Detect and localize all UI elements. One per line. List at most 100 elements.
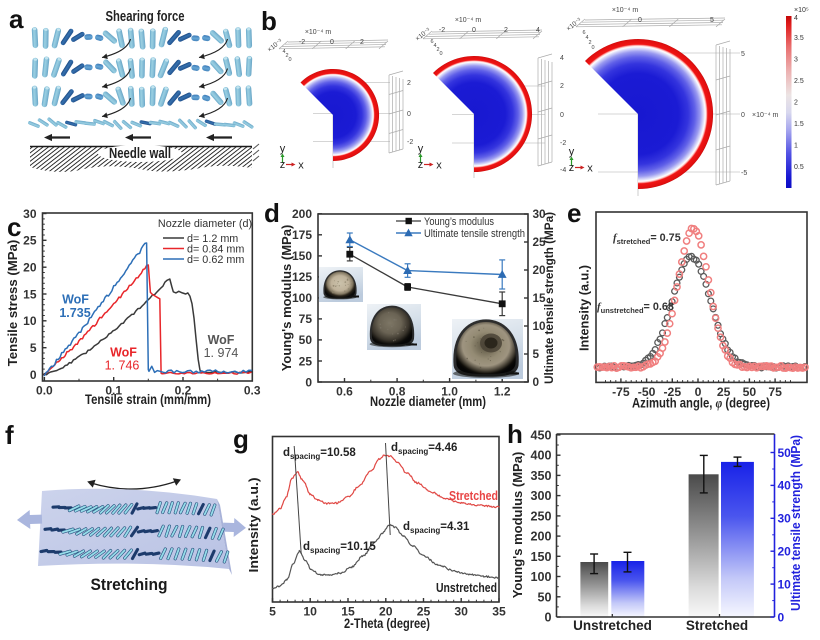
svg-text:0: 0 bbox=[288, 57, 291, 63]
svg-text:-2: -2 bbox=[299, 39, 305, 46]
svg-text:z: z bbox=[280, 159, 286, 171]
svg-text:e: e bbox=[567, 198, 581, 228]
svg-text:Tensile strain (mm/mm): Tensile strain (mm/mm) bbox=[85, 392, 211, 407]
svg-text:10: 10 bbox=[23, 314, 37, 328]
svg-text:20: 20 bbox=[533, 263, 547, 277]
svg-text:30: 30 bbox=[454, 605, 468, 619]
svg-text:0: 0 bbox=[695, 385, 702, 399]
svg-text:z: z bbox=[418, 159, 424, 171]
svg-text:75: 75 bbox=[768, 385, 782, 399]
svg-text:Unstretched: Unstretched bbox=[436, 581, 497, 595]
svg-text:0: 0 bbox=[591, 45, 594, 51]
svg-text:250: 250 bbox=[530, 509, 551, 523]
svg-text:-5: -5 bbox=[741, 170, 747, 177]
svg-text:1.735: 1.735 bbox=[59, 306, 90, 320]
svg-text:450: 450 bbox=[530, 428, 551, 442]
svg-text:5: 5 bbox=[269, 605, 276, 619]
svg-text:2: 2 bbox=[285, 53, 288, 59]
svg-text:1.0: 1.0 bbox=[441, 385, 458, 399]
svg-text:-25: -25 bbox=[663, 385, 681, 399]
svg-text:5: 5 bbox=[533, 347, 540, 361]
svg-text:0: 0 bbox=[778, 610, 785, 624]
svg-text:2: 2 bbox=[794, 100, 798, 107]
svg-text:2.5: 2.5 bbox=[794, 78, 804, 85]
svg-text:Nozzle diameter (mm): Nozzle diameter (mm) bbox=[370, 394, 486, 409]
svg-text:0: 0 bbox=[741, 112, 745, 119]
svg-text:y: y bbox=[280, 143, 286, 155]
svg-text:×10⁵: ×10⁵ bbox=[794, 7, 809, 14]
svg-text:0: 0 bbox=[30, 368, 37, 382]
svg-text:Ultimate tensile strength (MPa: Ultimate tensile strength (MPa) bbox=[789, 435, 803, 611]
svg-text:x: x bbox=[436, 160, 442, 172]
svg-text:Young's modulus (MPa): Young's modulus (MPa) bbox=[279, 225, 294, 372]
svg-text:0: 0 bbox=[472, 27, 476, 34]
svg-text:25: 25 bbox=[23, 234, 37, 248]
svg-text:Young’s modulus: Young’s modulus bbox=[424, 216, 494, 228]
svg-text:0: 0 bbox=[560, 112, 564, 119]
svg-text:Stretched: Stretched bbox=[449, 489, 498, 503]
svg-text:25: 25 bbox=[533, 235, 547, 249]
svg-text:0.0: 0.0 bbox=[36, 384, 53, 398]
svg-text:400: 400 bbox=[530, 449, 551, 463]
svg-text:1.5: 1.5 bbox=[794, 121, 804, 128]
svg-text:2: 2 bbox=[560, 83, 564, 90]
svg-text:×10⁻⁴ m: ×10⁻⁴ m bbox=[455, 17, 482, 24]
svg-text:a: a bbox=[9, 4, 24, 34]
svg-text:25: 25 bbox=[299, 354, 313, 368]
svg-text:0.2: 0.2 bbox=[175, 384, 192, 398]
svg-text:4: 4 bbox=[536, 27, 540, 34]
svg-text:b: b bbox=[261, 6, 277, 36]
svg-text:50: 50 bbox=[299, 333, 313, 347]
svg-text:d= 0.62 mm: d= 0.62 mm bbox=[187, 254, 244, 266]
svg-text:25: 25 bbox=[717, 385, 731, 399]
svg-text:Unstretched: Unstretched bbox=[573, 618, 652, 633]
svg-text:2: 2 bbox=[504, 27, 508, 34]
svg-text:×10⁻⁴ m: ×10⁻⁴ m bbox=[305, 29, 332, 36]
svg-text:Young's modulus (MPa): Young's modulus (MPa) bbox=[510, 452, 525, 599]
svg-text:0: 0 bbox=[439, 51, 442, 57]
svg-text:2: 2 bbox=[588, 40, 591, 46]
svg-text:x: x bbox=[587, 163, 593, 175]
svg-text:15: 15 bbox=[533, 291, 547, 305]
svg-text:Shearing force: Shearing force bbox=[106, 9, 185, 25]
svg-text:10: 10 bbox=[533, 319, 547, 333]
svg-text:20: 20 bbox=[778, 545, 792, 559]
svg-text:6: 6 bbox=[430, 39, 433, 45]
svg-text:1. 746: 1. 746 bbox=[105, 359, 140, 373]
svg-text:×10⁻⁴ m: ×10⁻⁴ m bbox=[612, 7, 639, 14]
svg-text:g: g bbox=[233, 424, 249, 454]
svg-text:35: 35 bbox=[492, 605, 506, 619]
svg-text:3.5: 3.5 bbox=[794, 35, 804, 42]
svg-text:100: 100 bbox=[530, 570, 551, 584]
svg-text:2: 2 bbox=[360, 39, 364, 46]
svg-text:4: 4 bbox=[585, 35, 588, 41]
svg-text:Nozzle diameter (d): Nozzle diameter (d) bbox=[158, 218, 252, 230]
svg-text:WoF: WoF bbox=[208, 333, 235, 347]
svg-text:1.2: 1.2 bbox=[494, 385, 511, 399]
svg-text:-2: -2 bbox=[560, 140, 566, 147]
svg-text:20: 20 bbox=[23, 261, 37, 275]
svg-text:0: 0 bbox=[544, 611, 551, 625]
svg-text:y: y bbox=[418, 143, 424, 155]
svg-text:0.1: 0.1 bbox=[105, 384, 122, 398]
svg-text:Ultimate tensile strength: Ultimate tensile strength bbox=[424, 228, 525, 240]
svg-text:0.8: 0.8 bbox=[389, 385, 406, 399]
svg-text:300: 300 bbox=[530, 489, 551, 503]
svg-text:Intensity (a.u.): Intensity (a.u.) bbox=[246, 478, 261, 573]
svg-text:0: 0 bbox=[305, 375, 312, 389]
svg-text:6: 6 bbox=[582, 30, 585, 36]
svg-text:c: c bbox=[7, 212, 21, 242]
svg-text:Intensity (a.u.): Intensity (a.u.) bbox=[577, 265, 592, 351]
svg-text:2: 2 bbox=[407, 80, 411, 87]
svg-text:3: 3 bbox=[794, 57, 798, 64]
svg-text:-2: -2 bbox=[439, 27, 445, 34]
svg-text:y: y bbox=[569, 146, 575, 158]
svg-text:Stretching: Stretching bbox=[91, 575, 168, 594]
svg-text:4: 4 bbox=[560, 55, 564, 62]
svg-text:Stretched: Stretched bbox=[686, 618, 748, 633]
svg-text:50: 50 bbox=[743, 385, 757, 399]
svg-text:-75: -75 bbox=[612, 385, 630, 399]
svg-text:40: 40 bbox=[778, 479, 792, 493]
svg-text:x: x bbox=[298, 160, 304, 172]
svg-text:50: 50 bbox=[537, 590, 551, 604]
